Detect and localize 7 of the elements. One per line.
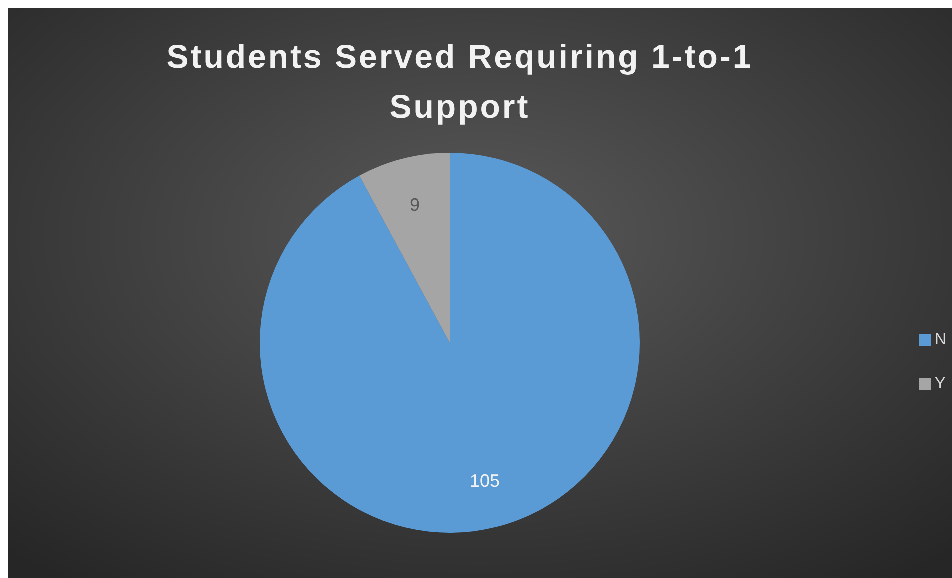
legend-label: Y [935, 376, 946, 392]
data-label: 105 [470, 471, 500, 492]
chart-title: Students Served Requiring 1-to-1 Support [166, 38, 754, 125]
legend-label: N [935, 332, 947, 348]
data-label: 9 [410, 194, 420, 215]
pie-slice [260, 153, 640, 533]
pie-slice [360, 153, 450, 343]
